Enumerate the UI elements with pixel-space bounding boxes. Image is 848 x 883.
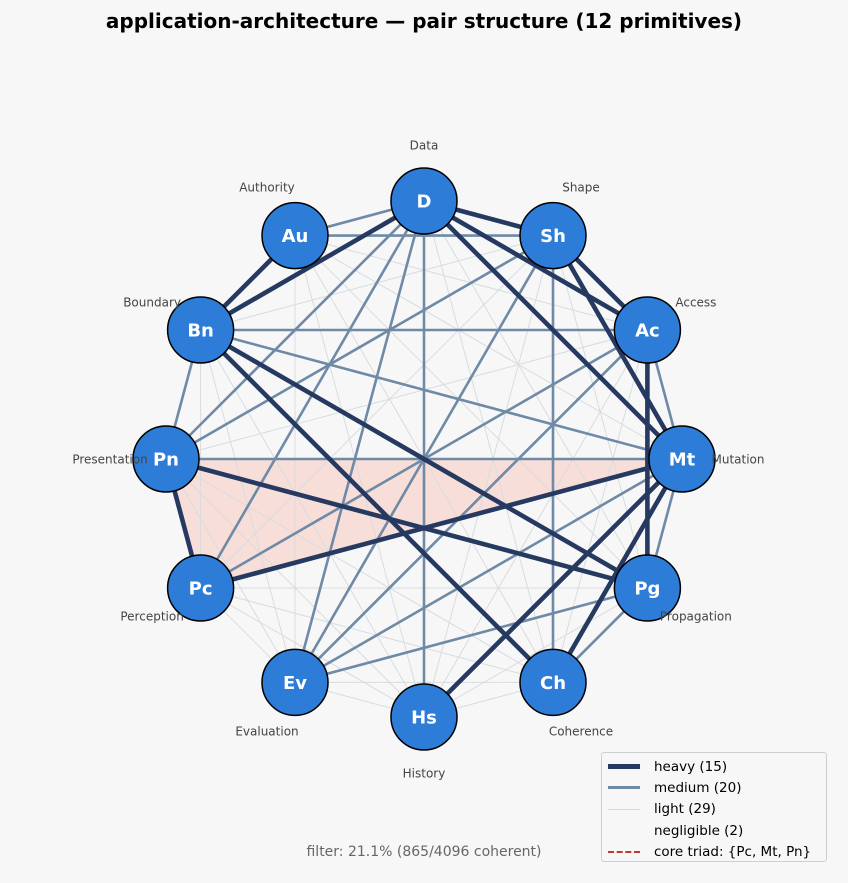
medium-edge-Sh-Pn — [164, 234, 555, 461]
heavy-edge-Mt-Hs — [421, 456, 685, 720]
light-edge-D-Ch — [423, 200, 554, 683]
legend-label: negligible (2) — [654, 822, 744, 839]
node-label-Hs: History — [403, 767, 446, 781]
heavy-edge-Bn-Ch — [198, 327, 556, 685]
node-abbrev: Pc — [189, 579, 213, 600]
node-abbrev: Bn — [187, 321, 214, 342]
medium-edge-Mt-Ev — [293, 457, 684, 684]
node-label-Pg: Propagation — [660, 610, 732, 624]
light-line-swatch — [608, 808, 640, 810]
node-abbrev: Au — [282, 226, 309, 247]
node-Ch: Ch — [519, 648, 587, 717]
legend-label: medium (20) — [654, 779, 742, 796]
node-label-Au: Authority — [239, 181, 295, 195]
node-label-Pc: Perception — [120, 610, 183, 624]
node-Pc: Pc — [166, 554, 235, 622]
heavy-edge-Pc-Mt — [198, 456, 685, 591]
legend-label: core triad: {Pc, Mt, Pn} — [654, 843, 812, 860]
node-label-Ac: Access — [675, 296, 716, 310]
medium-edge-Bn-Mt — [199, 328, 684, 461]
node-abbrev: Pn — [153, 450, 179, 471]
node-Pg: Pg — [613, 554, 682, 622]
node-label-Bn: Boundary — [123, 296, 181, 310]
heavy-edge-D-Mt — [421, 198, 685, 462]
node-abbrev: Ev — [283, 673, 307, 694]
heavy-edge-Pn-Pg — [163, 456, 650, 591]
node-Pn: Pn — [132, 425, 200, 493]
node-Bn: Bn — [166, 296, 235, 364]
heavy-edge-D-Ac — [421, 198, 650, 333]
node-abbrev: Pg — [634, 579, 660, 600]
heavy-line-swatch — [608, 764, 640, 770]
node-abbrev: Hs — [411, 708, 437, 729]
filter-status: filter: 21.1% (865/4096 coherent) — [306, 844, 542, 860]
triad-dashed-swatch — [608, 850, 640, 853]
legend-item-medium: medium (20) — [608, 777, 820, 798]
heavy-edge-Sh-Mt — [550, 233, 685, 462]
medium-edge-Ac-Ev — [293, 328, 649, 684]
node-layer: D Sh Ac Mt Pg Ch Hs Ev Pc Pn Bn Au — [132, 167, 716, 751]
node-abbrev: Ch — [540, 673, 566, 694]
light-edge-Ac-Pn — [165, 329, 648, 460]
heavy-edge-Bn-Pg — [198, 327, 650, 591]
node-Au: Au — [261, 201, 329, 270]
node-Sh: Sh — [519, 201, 587, 270]
diagram-title: application-architecture — pair structur… — [105, 9, 743, 33]
legend-item-core-triad: core triad: {Pc, Mt, Pn} — [608, 841, 820, 862]
edge-layer — [163, 198, 685, 720]
node-abbrev: Ac — [635, 321, 660, 342]
heavy-edge-D-Bn — [198, 198, 427, 333]
node-abbrev: Mt — [669, 450, 696, 471]
node-Ev: Ev — [261, 648, 329, 717]
node-Mt: Mt — [648, 425, 716, 493]
node-label-D: Data — [410, 139, 439, 153]
medium-edge-D-Ev — [293, 199, 426, 684]
node-label-Sh: Shape — [562, 181, 600, 195]
light-edge-Sh-Hs — [423, 235, 554, 718]
legend-item-negligible: negligible (2) — [608, 820, 820, 841]
legend-item-light: light (29) — [608, 799, 820, 820]
legend-item-heavy: heavy (15) — [608, 756, 820, 777]
label-layer: Data Shape Access Mutation Propagation Cohere… — [72, 139, 764, 781]
heavy-edge-Mt-Ch — [550, 456, 685, 685]
node-Hs: Hs — [390, 683, 458, 751]
light-edge-Hs-Au — [294, 235, 425, 718]
light-edge-Pg-Au — [294, 235, 648, 589]
node-Ac: Ac — [613, 296, 682, 364]
node-label-Ev: Evaluation — [235, 724, 298, 738]
node-label-Pn: Presentation — [72, 453, 147, 467]
node-D: D — [390, 167, 458, 235]
node-abbrev: Sh — [540, 226, 566, 247]
medium-line-swatch — [608, 786, 640, 790]
node-abbrev: D — [417, 192, 432, 213]
legend: heavy (15) medium (20) light (29) neglig… — [601, 752, 827, 862]
legend-label: heavy (15) — [654, 758, 728, 775]
node-label-Ch: Coherence — [549, 724, 613, 738]
legend-label: light (29) — [654, 801, 716, 818]
node-label-Mt: Mutation — [711, 453, 764, 467]
light-edge-Sh-Pc — [200, 235, 554, 589]
negligible-line-swatch — [608, 830, 640, 831]
medium-edge-Pg-Ev — [293, 586, 649, 684]
